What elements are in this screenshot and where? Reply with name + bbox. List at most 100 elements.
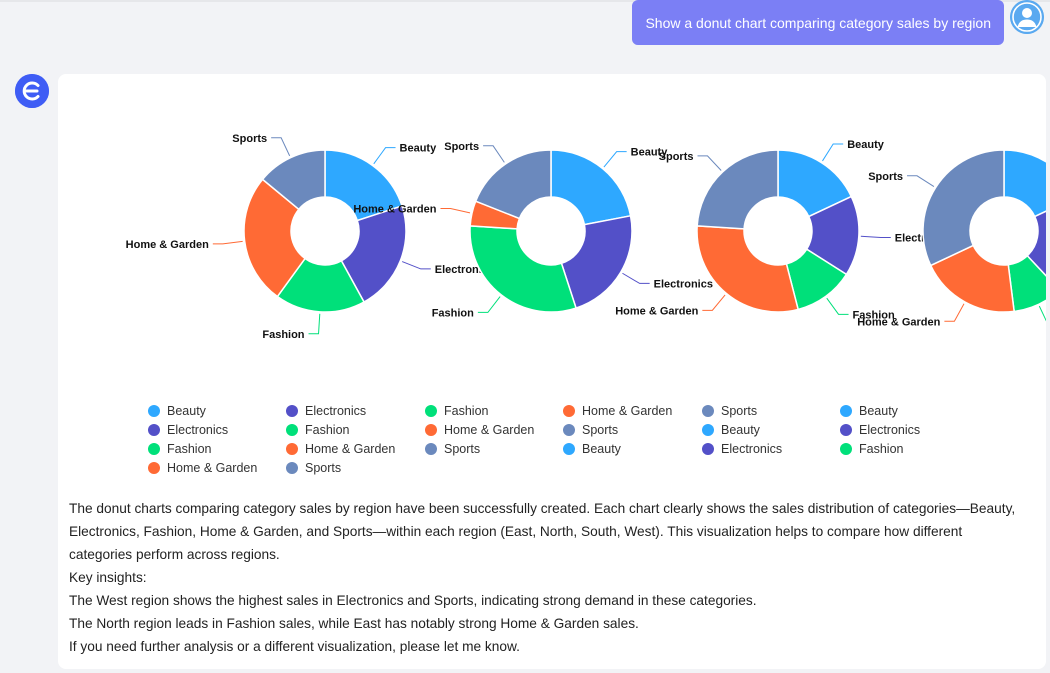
legend-dot-icon	[148, 424, 160, 436]
legend-item-sports[interactable]: Sports	[563, 423, 618, 437]
legend-dot-icon	[148, 405, 160, 417]
slice-fashion[interactable]	[469, 225, 577, 313]
slice-sports[interactable]	[696, 149, 779, 230]
legend-item-home-garden[interactable]: Home & Garden	[286, 442, 395, 456]
leader-line-fashion	[1038, 305, 1046, 322]
leader-line-sports	[907, 175, 935, 187]
answer-text: The donut charts comparing category sale…	[69, 497, 1029, 658]
slice-label-fashion: Fashion	[853, 309, 895, 321]
legend-dot-icon	[286, 443, 298, 455]
slice-label-home-garden: Home & Garden	[857, 316, 940, 328]
legend-dot-icon	[286, 462, 298, 474]
slice-label-beauty: Beauty	[631, 147, 669, 159]
legend-label: Beauty	[167, 404, 206, 418]
legend-label: Electronics	[167, 423, 229, 437]
slice-sports[interactable]	[474, 149, 552, 220]
legend-item-electronics[interactable]: Electronics	[702, 442, 782, 456]
donut-chart-3: Beauty Electronics Fashion Home & Garden Spo…	[615, 139, 954, 321]
slice-electronics[interactable]	[560, 214, 633, 309]
legend-item-electronics[interactable]: Electronics	[840, 423, 920, 437]
legend-item-beauty[interactable]: Beauty	[148, 404, 206, 418]
legend-item-home-garden[interactable]: Home & Garden	[425, 423, 534, 437]
legend-item-fashion[interactable]: Fashion	[286, 423, 349, 437]
legend-item-sports[interactable]: Sports	[286, 461, 341, 475]
user-message-text: Show a donut chart comparing category sa…	[645, 14, 991, 31]
legend-item-sports[interactable]: Sports	[702, 404, 757, 418]
slice-home-garden[interactable]	[929, 244, 1015, 313]
legend-label: Electronics	[859, 423, 921, 437]
leader-line-sports	[271, 137, 291, 157]
slice-fashion[interactable]	[276, 257, 366, 313]
slice-home-garden[interactable]	[243, 178, 307, 298]
slice-electronics[interactable]	[340, 205, 407, 304]
legend-item-sports[interactable]: Sports	[425, 442, 480, 456]
leader-line-home-garden	[440, 208, 471, 214]
legend-label: Fashion	[305, 423, 350, 437]
slice-label-home-garden: Home & Garden	[615, 305, 698, 317]
legend-dot-icon	[286, 424, 298, 436]
slice-electronics[interactable]	[1026, 197, 1046, 291]
legend-dot-icon	[702, 443, 714, 455]
legend-label: Fashion	[444, 404, 489, 418]
legend-item-electronics[interactable]: Electronics	[148, 423, 228, 437]
legend-label: Sports	[582, 423, 619, 437]
slice-beauty[interactable]	[1003, 149, 1046, 218]
legend-item-beauty[interactable]: Beauty	[840, 404, 898, 418]
legend-dot-icon	[563, 443, 575, 455]
leader-line-sports	[697, 155, 722, 171]
leader-line-fashion	[308, 313, 321, 335]
slice-beauty[interactable]	[777, 149, 853, 218]
legend-label: Sports	[444, 442, 481, 456]
legend-label: Sports	[721, 404, 758, 418]
legend-item-fashion[interactable]: Fashion	[148, 442, 211, 456]
legend-dot-icon	[148, 443, 160, 455]
slice-sports[interactable]	[922, 149, 1005, 267]
answer-paragraph-5: If you need further analysis or a differ…	[69, 639, 520, 654]
legend-label: Beauty	[859, 404, 898, 418]
leader-line-electronics	[622, 272, 650, 284]
legend-label: Electronics	[305, 404, 367, 418]
slice-beauty[interactable]	[324, 149, 403, 222]
assistant-response-card: Beauty Electronics Fashion Home & Garden Spo…	[58, 74, 1046, 669]
legend-dot-icon	[563, 424, 575, 436]
slice-label-sports: Sports	[868, 171, 903, 183]
legend-item-home-garden[interactable]: Home & Garden	[563, 404, 672, 418]
leader-line-fashion	[826, 297, 849, 315]
leader-line-fashion	[477, 296, 501, 313]
legend-dot-icon	[563, 405, 575, 417]
slice-sports[interactable]	[261, 149, 326, 211]
top-divider	[0, 0, 1050, 2]
leader-line-electronics	[860, 235, 891, 238]
answer-paragraph-4: The North region leads in Fashion sales,…	[69, 616, 639, 631]
leader-line-beauty	[373, 147, 396, 165]
legend-item-fashion[interactable]: Fashion	[840, 442, 903, 456]
leader-line-electronics	[401, 261, 431, 270]
leader-line-sports	[483, 145, 505, 163]
slice-label-sports: Sports	[659, 151, 694, 163]
legend-dot-icon	[840, 443, 852, 455]
slice-home-garden[interactable]	[696, 225, 800, 313]
leader-line-home-garden	[702, 294, 726, 311]
legend-item-home-garden[interactable]: Home & Garden	[148, 461, 257, 475]
slice-label-fashion: Fashion	[262, 329, 304, 341]
slice-label-home-garden: Home & Garden	[126, 239, 209, 251]
legend-dot-icon	[702, 405, 714, 417]
legend-label: Fashion	[167, 442, 212, 456]
legend-item-beauty[interactable]: Beauty	[563, 442, 621, 456]
legend-item-fashion[interactable]: Fashion	[425, 404, 488, 418]
user-avatar-icon[interactable]	[1010, 0, 1044, 34]
legend-label: Home & Garden	[305, 442, 396, 456]
leader-line-home-garden	[212, 240, 243, 245]
assistant-logo-icon	[15, 74, 49, 108]
legend-item-electronics[interactable]: Electronics	[286, 404, 366, 418]
slice-beauty[interactable]	[550, 149, 632, 226]
legend-item-beauty[interactable]: Beauty	[702, 423, 760, 437]
answer-paragraph-1: The donut charts comparing category sale…	[69, 501, 1016, 562]
legend-label: Sports	[305, 461, 342, 475]
answer-paragraph-2: Key insights:	[69, 570, 147, 585]
legend-label: Home & Garden	[582, 404, 673, 418]
slice-label-fashion: Fashion	[432, 307, 474, 319]
legend-label: Electronics	[721, 442, 783, 456]
